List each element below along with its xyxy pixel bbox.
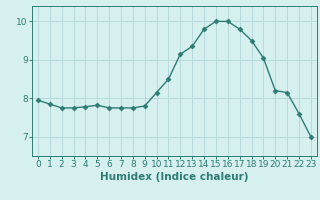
X-axis label: Humidex (Indice chaleur): Humidex (Indice chaleur) bbox=[100, 172, 249, 182]
